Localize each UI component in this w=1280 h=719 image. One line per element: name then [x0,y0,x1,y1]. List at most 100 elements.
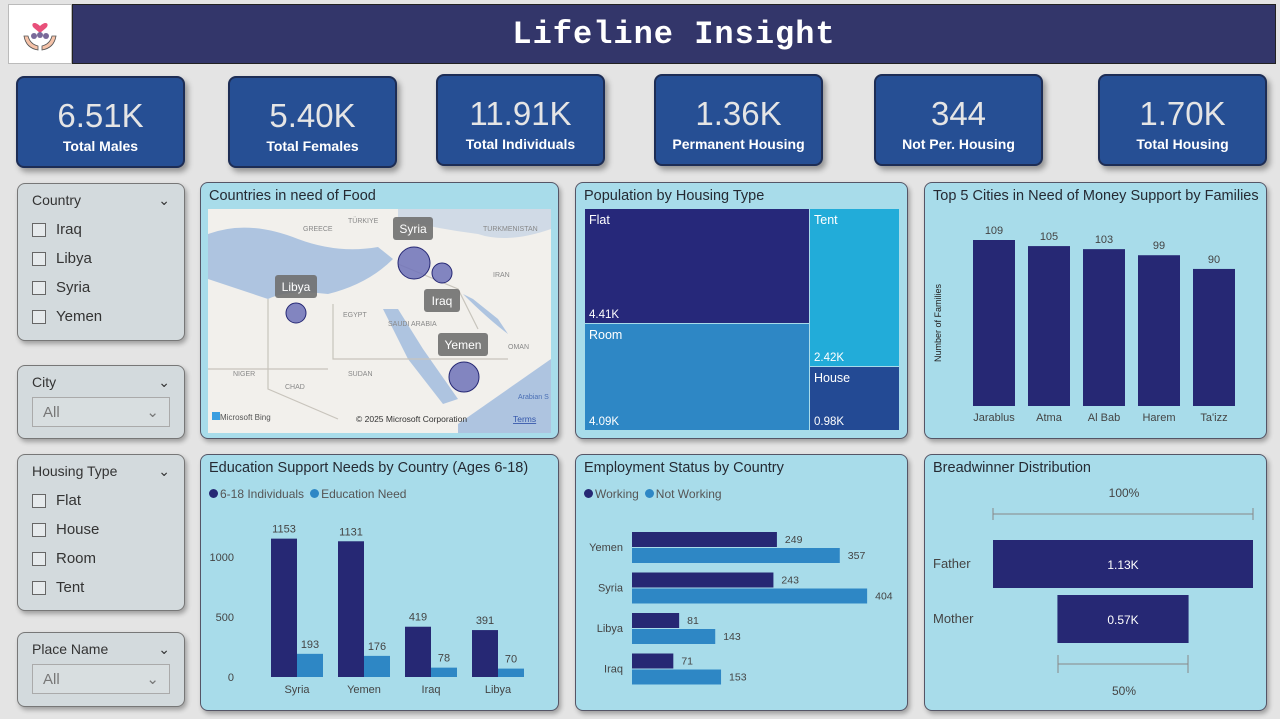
treemap-tile[interactable]: Tent 2.42K [810,209,899,366]
option-label: Yemen [56,308,103,325]
map-country-label: Iraq [432,294,453,308]
checkbox[interactable] [32,493,46,508]
map-region-label: IRAN [493,272,510,279]
slicer-option[interactable]: Room [32,550,170,567]
tile-value: 2.42K [814,352,845,364]
slicer-option[interactable]: Tent [32,579,170,596]
checkbox[interactable] [32,309,46,324]
checkbox[interactable] [32,522,46,537]
panel-title: Breadwinner Distribution [933,460,1091,476]
y-tick-label: 1000 [210,552,234,564]
x-tick-label: Al Bab [1088,412,1120,424]
kpi-label: Total Individuals [465,136,576,152]
food-need-map-panel: Countries in need of Food GREECE TÜRKIYE T… [200,182,559,439]
data-label: 391 [476,615,494,627]
y-tick-label: 500 [216,612,234,624]
header-banner: Lifeline Insight [72,4,1276,64]
checkbox[interactable] [32,551,46,566]
legend-label: Education Need [321,487,407,501]
slicer-option[interactable]: Flat [32,492,170,509]
breadwinner-panel: Breadwinner Distribution 100% 1.13K Father… [924,454,1267,711]
chevron-down-icon[interactable]: ⌄ [158,374,170,390]
city-slicer[interactable]: City ⌄ All ⌄ [17,365,185,439]
bar[interactable] [271,538,297,677]
map[interactable]: GREECE TÜRKIYE TURKMENISTAN IRAN EGYPT SAUDI … [208,209,551,433]
checkbox[interactable] [32,222,46,237]
slicer-title: Housing Type [32,463,118,479]
slicer-option[interactable]: Iraq [32,221,170,238]
kpi-card: 5.40K Total Females [228,76,397,168]
slicer-option[interactable]: Yemen [32,308,170,325]
city-dropdown[interactable]: All ⌄ [32,397,170,427]
map-country-label: Syria [399,222,427,236]
employment-chart: Yemen 249 357 Syria 243 404 Libya 81 143 Iraq 71 15… [589,532,893,685]
chevron-down-icon[interactable]: ⌄ [158,641,170,657]
bar[interactable] [297,653,323,677]
bar[interactable] [632,588,868,604]
bar[interactable] [472,630,498,677]
bar[interactable] [632,653,674,669]
bar[interactable] [632,613,680,628]
bar[interactable] [632,572,774,588]
data-label: 103 [1095,234,1113,246]
slicer-option[interactable]: House [32,521,170,538]
map-bubble[interactable] [431,262,453,284]
treemap-tile[interactable]: Room 4.09K [585,324,809,430]
funnel-bar[interactable] [1057,595,1189,643]
map-region-label: Arabian S [518,394,549,401]
chevron-down-icon[interactable]: ⌄ [158,192,170,208]
bar[interactable] [338,541,364,677]
tile-value: 0.98K [814,416,845,428]
funnel-bar[interactable] [993,540,1253,588]
x-tick-label: Iraq [422,684,441,696]
bar[interactable] [364,655,390,677]
option-label: Libya [56,250,92,267]
country-slicer[interactable]: Country ⌄ Iraq Libya Syria Yemen [17,183,185,341]
bar[interactable] [498,668,524,677]
data-label: 90 [1208,254,1220,266]
bar[interactable] [1193,268,1235,406]
checkbox[interactable] [32,251,46,266]
checkbox[interactable] [32,280,46,295]
bar[interactable] [632,629,716,644]
place-name-slicer[interactable]: Place Name ⌄ All ⌄ [17,632,185,707]
bar[interactable] [1083,249,1125,406]
legend-dot [584,489,593,498]
treemap-tile[interactable]: Flat 4.41K [585,209,809,323]
education-panel: Education Support Needs by Country (Ages… [200,454,559,711]
slicer-option[interactable]: Syria [32,279,170,296]
terms-link[interactable]: Terms [513,414,536,424]
map-bubble[interactable] [285,302,307,324]
tile-label: Room [589,328,623,342]
map-bubble[interactable] [397,246,431,280]
map-bubble[interactable] [448,361,480,393]
legend-dot [644,489,654,498]
map-region-label: GREECE [303,226,333,233]
checkbox[interactable] [32,580,46,595]
map-region-label: CHAD [285,384,305,391]
bar[interactable] [431,667,457,677]
bar[interactable] [632,548,840,563]
x-tick-label: Harem [1142,412,1175,424]
map-region-label: SUDAN [348,371,373,378]
treemap-tile[interactable]: House 0.98K [810,367,899,430]
map-region-label: OMAN [508,344,529,351]
legend-label: Not Working [655,487,722,501]
place-dropdown[interactable]: All ⌄ [32,664,170,694]
bar[interactable] [973,240,1015,406]
bar[interactable] [632,669,722,685]
housing-type-slicer[interactable]: Housing Type ⌄ Flat House Room Tent [17,454,185,611]
top-percent: 100% [1109,486,1140,500]
bar[interactable] [632,532,777,547]
chevron-down-icon[interactable]: ⌄ [158,463,170,479]
bar[interactable] [405,626,431,677]
bottom-percent: 50% [1112,684,1136,698]
slicer-option[interactable]: Libya [32,250,170,267]
x-tick-label: Atma [1036,412,1063,424]
map-region-label: EGYPT [343,312,367,319]
bar[interactable] [1028,246,1070,406]
x-tick-label: Libya [485,684,512,696]
category-label: Mother [933,611,974,626]
kpi-label: Total Females [266,138,359,154]
bar[interactable] [1138,255,1180,406]
